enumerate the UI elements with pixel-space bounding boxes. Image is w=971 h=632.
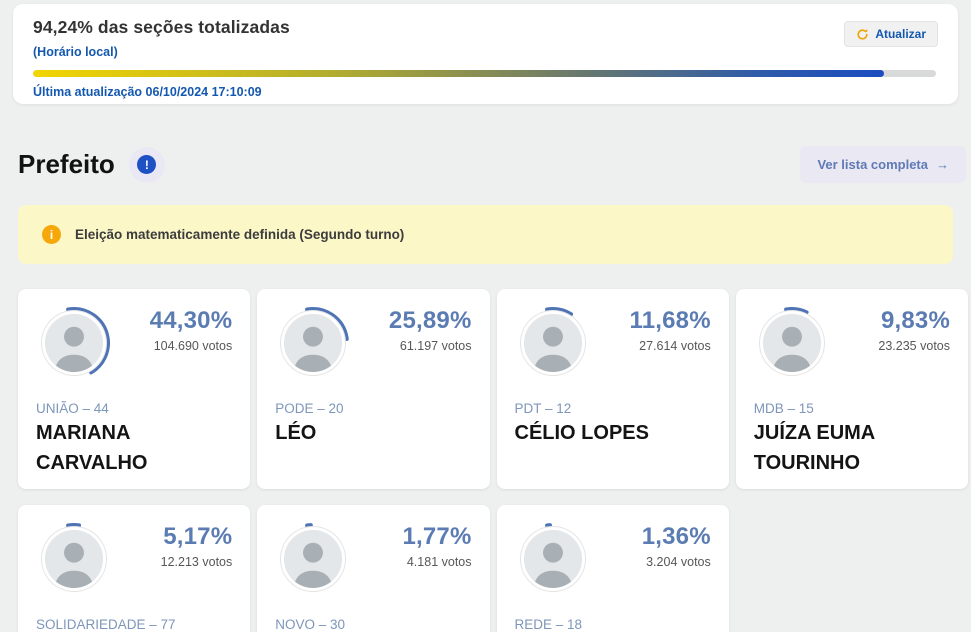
percent-ring (515, 305, 591, 381)
election-defined-alert: i Eleição matematicamente definida (Segu… (18, 205, 953, 264)
candidate-card: 11,68% 27.614 votos PDT – 12 CÉLIO LOPES (496, 289, 729, 489)
info-icon: ! (137, 155, 157, 174)
section-header: Prefeito ! Ver lista completa → (18, 146, 966, 183)
candidate-name: CÉLIO LOPES (514, 422, 649, 444)
candidate-photo (42, 527, 106, 591)
candidate-card: 5,17% 12.213 votos SOLIDARIEDADE – 77 (18, 505, 251, 632)
person-silhouette-icon (523, 314, 582, 372)
totals-panel: 94,24% das seções totalizadas (Horário l… (13, 4, 958, 104)
candidate-card: 44,30% 104.690 votos UNIÃO – 44 MARIANA … (18, 289, 251, 489)
candidate-stats: 9,83% 23.235 votos (878, 305, 950, 381)
candidate-card: 1,36% 3.204 votos REDE – 18 (496, 505, 729, 632)
percent-ring (36, 521, 112, 597)
percent-ring (36, 305, 112, 381)
refresh-icon (856, 28, 869, 41)
candidate-stats: 1,36% 3.204 votos (642, 521, 711, 597)
person-silhouette-icon (523, 530, 582, 588)
percent-ring (754, 305, 830, 381)
percent-arc (277, 523, 350, 595)
candidate-photo (520, 527, 585, 591)
party-number-label: PODE – 20 (275, 401, 344, 416)
local-time-label: (Horário local) (33, 45, 118, 59)
candidate-photo (281, 527, 346, 591)
card-top: 9,83% 23.235 votos (754, 305, 950, 381)
person-silhouette-icon (762, 314, 821, 372)
card-top: 1,36% 3.204 votos (515, 521, 711, 597)
percent-arc (516, 523, 589, 595)
votes-count: 3.204 votos (646, 555, 711, 569)
candidate-stats: 1,77% 4.181 votos (402, 521, 471, 597)
refresh-button[interactable]: Atualizar (844, 21, 938, 47)
candidate-photo (42, 311, 106, 375)
progress-fill (33, 70, 884, 77)
candidate-name: JUÍZA EUMA TOURINHO (753, 422, 875, 474)
person-silhouette-icon (284, 314, 343, 372)
party-number-label: MDB – 15 (753, 401, 814, 416)
candidate-stats: 25,89% 61.197 votos (389, 305, 472, 381)
votes-count: 104.690 votos (153, 339, 233, 353)
party-number-label: UNIÃO – 44 (36, 401, 109, 416)
candidate-card: 9,83% 23.235 votos MDB – 15 JUÍZA EUMA T… (735, 289, 968, 489)
votes-count: 27.614 votos (639, 339, 711, 353)
candidate-photo (759, 311, 824, 375)
alert-text: Eleição matematicamente definida (Segund… (75, 227, 405, 242)
card-top: 25,89% 61.197 votos (275, 305, 472, 381)
candidate-stats: 44,30% 104.690 votos (150, 305, 233, 381)
person-silhouette-icon (284, 530, 343, 588)
candidate-stats: 5,17% 12.213 votos (161, 521, 233, 597)
percent-value: 9,83% (880, 307, 950, 334)
candidates-grid: 44,30% 104.690 votos UNIÃO – 44 MARIANA … (18, 289, 968, 632)
percent-arc (38, 307, 110, 379)
info-button[interactable]: ! (128, 146, 165, 183)
percent-arc (277, 307, 350, 379)
candidate-name: LÉO (275, 422, 317, 444)
party-number-label: PDT – 12 (514, 401, 572, 416)
view-full-list-label: Ver lista completa (817, 157, 928, 172)
percent-ring (515, 521, 591, 597)
card-top: 44,30% 104.690 votos (36, 305, 232, 381)
percent-arc (516, 307, 589, 379)
votes-count: 61.197 votos (399, 339, 472, 353)
candidate-stats: 11,68% 27.614 votos (629, 305, 710, 381)
percent-arc (755, 307, 828, 379)
votes-count: 23.235 votos (878, 339, 950, 353)
card-top: 11,68% 27.614 votos (515, 305, 711, 381)
card-top: 5,17% 12.213 votos (36, 521, 232, 597)
candidate-name: MARIANA CARVALHO (36, 422, 148, 474)
candidate-card: 25,89% 61.197 votos PODE – 20 LÉO (257, 289, 490, 489)
last-update-timestamp: Última atualização 06/10/2024 17:10:09 (33, 85, 262, 99)
percent-value: 1,36% (641, 523, 711, 550)
refresh-label: Atualizar (875, 27, 926, 41)
party-number-label: SOLIDARIEDADE – 77 (36, 617, 176, 632)
percent-ring (275, 305, 351, 381)
votes-count: 4.181 votos (406, 555, 472, 569)
card-top: 1,77% 4.181 votos (275, 521, 472, 597)
party-number-label: NOVO – 30 (275, 617, 346, 632)
arrow-right-icon: → (936, 157, 949, 172)
percent-value: 44,30% (149, 307, 233, 334)
sections-totalized-title: 94,24% das seções totalizadas (33, 17, 290, 37)
votes-count: 12.213 votos (160, 555, 233, 569)
candidate-photo (520, 311, 585, 375)
person-silhouette-icon (45, 314, 103, 372)
totalization-progress-bar (33, 70, 936, 77)
percent-arc (38, 523, 110, 595)
percent-value: 5,17% (163, 523, 233, 550)
percent-value: 1,77% (402, 523, 472, 550)
view-full-list-button[interactable]: Ver lista completa → (800, 146, 966, 183)
person-silhouette-icon (45, 530, 103, 588)
candidate-card: 1,77% 4.181 votos NOVO – 30 (257, 505, 490, 632)
percent-value: 11,68% (629, 307, 711, 334)
page-title: Prefeito (18, 149, 115, 179)
percent-ring (275, 521, 351, 597)
candidate-photo (281, 311, 346, 375)
percent-value: 25,89% (388, 307, 472, 334)
alert-info-icon: i (42, 225, 61, 244)
party-number-label: REDE – 18 (514, 617, 583, 632)
